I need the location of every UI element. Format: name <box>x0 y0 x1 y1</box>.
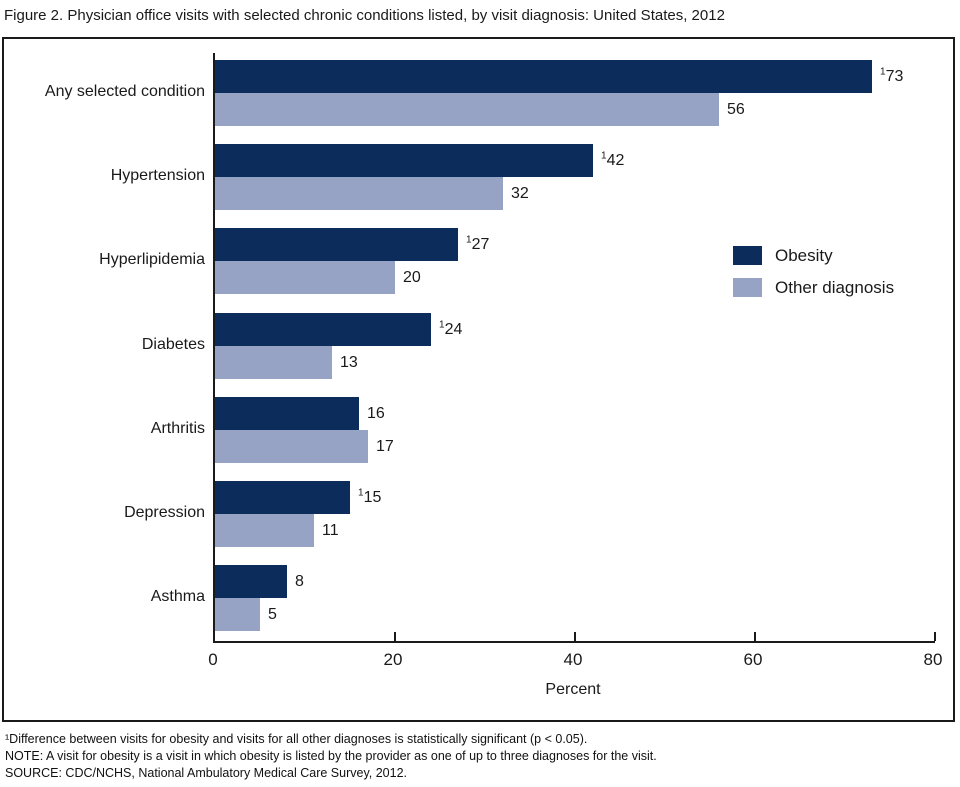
footnote-note: NOTE: A visit for obesity is a visit in … <box>5 749 657 763</box>
plot-area: 173 56 142 32 127 20 124 13 16 17 115 11 8 5 <box>213 53 936 643</box>
bar-obesity-1 <box>215 144 593 177</box>
bar-other-diagnosis-1 <box>215 177 503 210</box>
bar-value-label: 16 <box>367 405 385 422</box>
bar-value-label: 5 <box>268 606 277 623</box>
x-tick-label-40: 40 <box>563 650 583 669</box>
bar-other-diagnosis-5 <box>215 514 314 547</box>
category-label-3: Diabetes <box>141 336 205 353</box>
category-label-1: Hypertension <box>110 167 205 184</box>
bar-obesity-5 <box>215 481 350 514</box>
legend-label-obesity: Obesity <box>775 245 833 265</box>
x-tick-mark <box>394 632 396 641</box>
significance-marker: 1 <box>439 319 445 331</box>
x-tick-label-60: 60 <box>743 650 763 669</box>
bar-other-diagnosis-2 <box>215 261 395 294</box>
bar-obesity-6 <box>215 565 287 598</box>
footnote-source: SOURCE: CDC/NCHS, National Ambulatory Me… <box>5 766 407 780</box>
bar-obesity-4 <box>215 397 359 430</box>
x-tick-mark <box>574 632 576 641</box>
bar-value-label: 32 <box>511 185 529 202</box>
significance-marker: 1 <box>880 66 886 78</box>
category-label-0: Any selected condition <box>44 83 205 100</box>
bar-value-label: 142 <box>601 150 625 169</box>
x-axis-title: Percent <box>545 681 601 698</box>
bar-obesity-3 <box>215 313 431 346</box>
bar-value-label: 20 <box>403 269 421 286</box>
x-tick-label-0: 0 <box>208 650 218 669</box>
footnotes: ¹Difference between visits for obesity a… <box>5 731 657 782</box>
bar-obesity-0 <box>215 60 872 93</box>
x-tick-mark <box>754 632 756 641</box>
x-tick-label-20: 20 <box>383 650 403 669</box>
other-diagnosis-swatch-icon <box>733 278 762 297</box>
bar-value-label: 124 <box>439 319 463 338</box>
category-label-5: Depression <box>124 504 205 521</box>
significance-marker: 1 <box>466 234 472 246</box>
bar-other-diagnosis-3 <box>215 346 332 379</box>
category-label-2: Hyperlipidemia <box>99 251 205 268</box>
legend-label-other-diagnosis: Other diagnosis <box>775 277 895 297</box>
bar-obesity-2 <box>215 228 458 261</box>
bar-other-diagnosis-6 <box>215 598 260 631</box>
bar-other-diagnosis-4 <box>215 430 368 463</box>
bar-value-label: 173 <box>880 66 904 85</box>
x-tick-mark <box>934 632 936 641</box>
x-tick-label-80: 80 <box>923 650 943 669</box>
bar-value-label: 17 <box>376 438 394 455</box>
chart-title: Figure 2. Physician office visits with s… <box>4 7 725 24</box>
bar-value-label: 115 <box>358 487 382 506</box>
bar-value-label: 56 <box>727 101 745 118</box>
significance-marker: 1 <box>358 487 364 499</box>
legend-item-obesity: Obesity <box>733 246 894 265</box>
bar-value-label: 11 <box>322 522 339 539</box>
legend-item-other-diagnosis: Other diagnosis <box>733 278 894 297</box>
significance-marker: 1 <box>601 150 607 162</box>
legend: Obesity Other diagnosis <box>733 246 894 310</box>
bar-value-label: 13 <box>340 354 358 371</box>
category-label-4: Arthritis <box>150 420 205 437</box>
bar-value-label: 127 <box>466 234 490 253</box>
bar-value-label: 8 <box>295 573 304 590</box>
bar-other-diagnosis-0 <box>215 93 719 126</box>
obesity-swatch-icon <box>733 246 762 265</box>
category-label-6: Asthma <box>150 588 205 605</box>
footnote-significance: ¹Difference between visits for obesity a… <box>5 732 588 746</box>
